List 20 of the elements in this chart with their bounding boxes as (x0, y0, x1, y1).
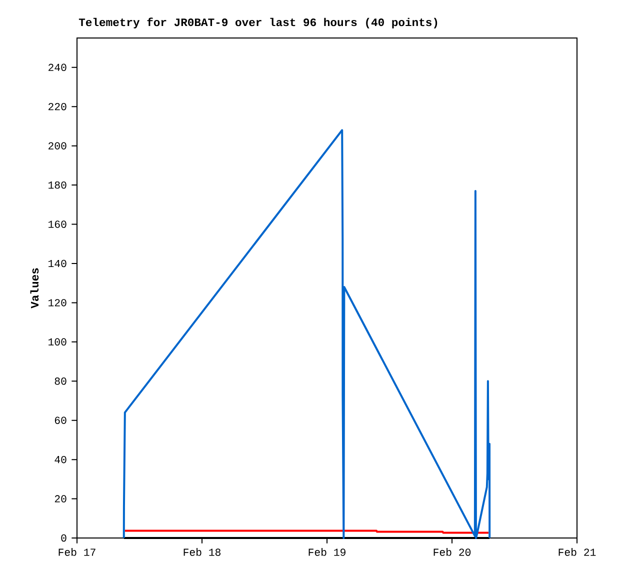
y-tick-label: 240 (48, 64, 66, 72)
x-tick-label: Feb 20 (434, 548, 471, 556)
y-tick-label: 100 (48, 338, 66, 346)
y-tick-label: 180 (48, 181, 66, 189)
chart-title: Telemetry for JR0BAT-9 over last 96 hours (40 points) (78, 18, 438, 28)
y-tick-label: 140 (48, 260, 66, 268)
y-axis-title: Values (30, 268, 39, 308)
y-tick-label: 20 (54, 495, 66, 502)
x-tick-label: Feb 21 (558, 548, 596, 556)
y-tick-label: 200 (48, 142, 66, 150)
y-tick-label: 120 (48, 299, 66, 306)
y-tick-label: 0 (61, 534, 66, 542)
x-tick-label: Feb 17 (58, 548, 96, 556)
y-tick-label: 160 (48, 220, 66, 228)
x-tick-label: Feb 18 (184, 548, 220, 556)
y-tick-label: 220 (48, 103, 66, 110)
y-tick-label: 80 (54, 378, 66, 385)
y-tick-label: 60 (54, 416, 66, 424)
x-tick-label: Feb 19 (308, 548, 346, 556)
y-tick-label: 40 (54, 456, 66, 464)
